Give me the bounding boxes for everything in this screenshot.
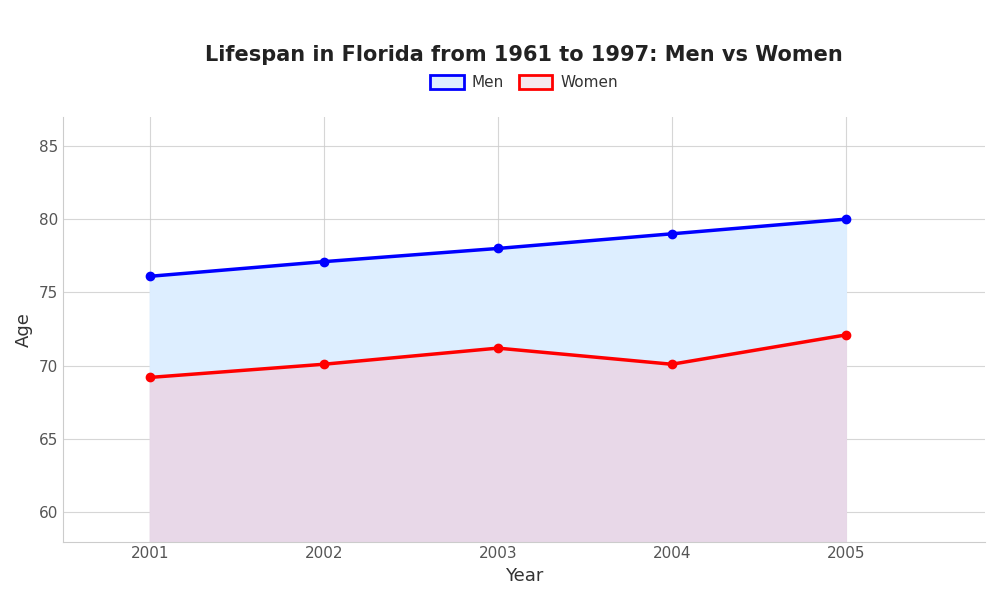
Men [318, 258, 330, 265]
Men [840, 215, 852, 223]
Y-axis label: Age: Age [15, 311, 33, 347]
Men [144, 273, 156, 280]
Line: Women: Women [146, 331, 850, 382]
Women [492, 344, 504, 352]
Legend: Men, Women: Men, Women [424, 69, 624, 96]
Title: Lifespan in Florida from 1961 to 1997: Men vs Women: Lifespan in Florida from 1961 to 1997: M… [205, 45, 843, 65]
Women [666, 361, 678, 368]
Women [840, 331, 852, 338]
Men [666, 230, 678, 238]
Women [318, 361, 330, 368]
Women [144, 374, 156, 381]
X-axis label: Year: Year [505, 567, 543, 585]
Line: Men: Men [146, 215, 850, 280]
Men [492, 245, 504, 252]
